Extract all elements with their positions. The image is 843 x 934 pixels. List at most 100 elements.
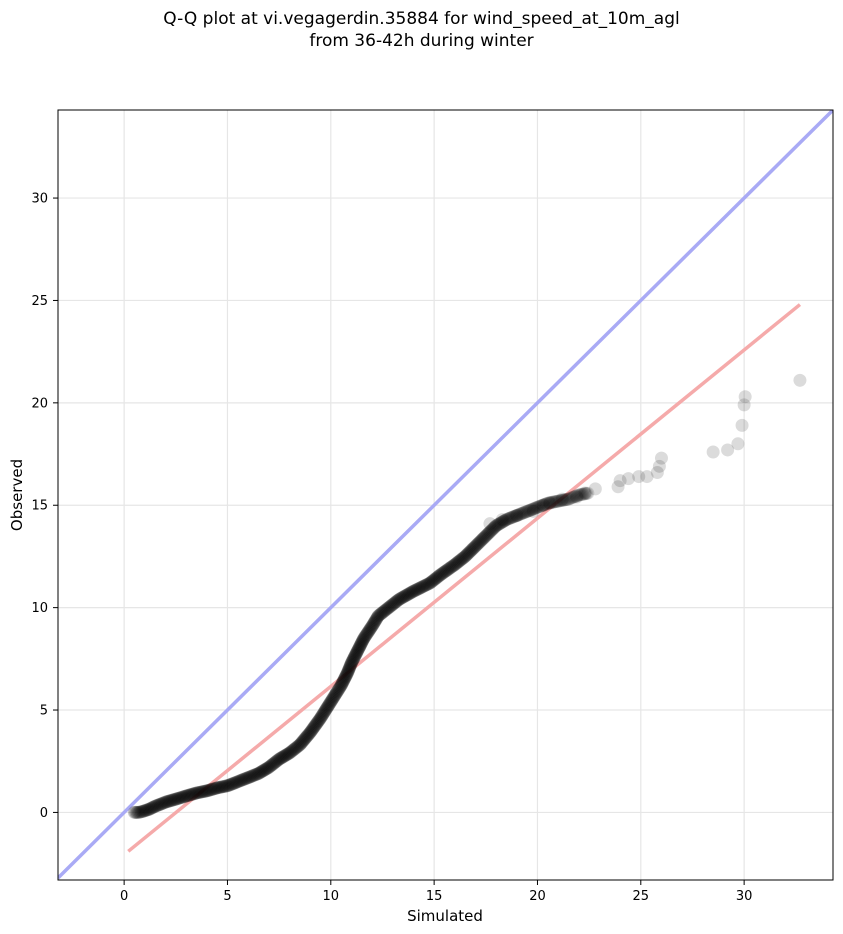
qq-point bbox=[262, 760, 276, 774]
qq-point bbox=[461, 546, 475, 560]
qq-point bbox=[196, 785, 210, 799]
plot-frame bbox=[57, 109, 834, 881]
qq-point bbox=[323, 696, 337, 710]
qq-point bbox=[213, 780, 227, 794]
qq-point bbox=[303, 726, 317, 740]
qq-point bbox=[215, 780, 229, 794]
qq-point bbox=[353, 639, 367, 653]
qq-point bbox=[332, 682, 346, 696]
qq-point bbox=[520, 504, 534, 518]
qq-point bbox=[297, 732, 311, 746]
qq-point bbox=[555, 492, 569, 506]
qq-point bbox=[162, 794, 176, 808]
qq-point bbox=[230, 775, 244, 789]
qq-point bbox=[537, 498, 551, 512]
qq-point bbox=[527, 502, 541, 516]
qq-point bbox=[306, 722, 320, 736]
qq-point bbox=[334, 678, 348, 692]
qq-point bbox=[439, 564, 453, 578]
qq-point bbox=[295, 736, 309, 750]
qq-point bbox=[515, 506, 529, 520]
qq-point bbox=[138, 804, 152, 818]
qq-point bbox=[186, 787, 200, 801]
qq-point bbox=[191, 786, 205, 800]
qq-point bbox=[228, 776, 242, 790]
qq-point bbox=[543, 496, 557, 510]
qq-point bbox=[173, 791, 187, 805]
qq-point bbox=[280, 747, 294, 761]
qq-point bbox=[227, 776, 241, 790]
qq-point bbox=[442, 562, 456, 576]
qq-point bbox=[208, 782, 222, 796]
x-tick-label: 10 bbox=[323, 889, 340, 904]
qq-point bbox=[460, 547, 474, 561]
qq-point bbox=[506, 510, 520, 524]
x-tick-label: 25 bbox=[633, 889, 650, 904]
qq-point bbox=[377, 604, 391, 618]
qq-point bbox=[386, 597, 400, 611]
qq-point bbox=[441, 563, 455, 577]
qq-point bbox=[569, 489, 583, 503]
qq-point bbox=[491, 517, 505, 531]
qq-point bbox=[490, 518, 504, 532]
qq-point bbox=[277, 749, 291, 763]
qq-point bbox=[419, 578, 433, 592]
qq-point bbox=[153, 797, 167, 811]
qq-point bbox=[363, 623, 377, 637]
qq-point bbox=[345, 655, 359, 669]
qq-point bbox=[484, 524, 498, 538]
qq-point bbox=[581, 486, 595, 500]
qq-point bbox=[251, 767, 265, 781]
qq-point bbox=[538, 497, 552, 511]
qq-point bbox=[528, 501, 542, 515]
qq-point bbox=[301, 728, 315, 742]
qq-point bbox=[437, 565, 451, 579]
qq-point bbox=[574, 487, 588, 501]
qq-point bbox=[555, 493, 569, 507]
qq-point bbox=[244, 770, 258, 784]
qq-point bbox=[507, 510, 521, 524]
qq-point bbox=[343, 658, 357, 672]
qq-point bbox=[405, 585, 419, 599]
qq-point bbox=[297, 733, 311, 747]
qq-point bbox=[379, 602, 393, 616]
qq-point bbox=[222, 778, 236, 792]
qq-point bbox=[353, 640, 367, 654]
qq-point bbox=[435, 567, 449, 581]
qq-point bbox=[189, 786, 203, 800]
qq-point bbox=[187, 787, 201, 801]
qq-point bbox=[445, 559, 459, 573]
fit-line bbox=[127, 303, 802, 853]
qq-point bbox=[333, 680, 347, 694]
qq-point bbox=[402, 587, 416, 601]
qq-point bbox=[523, 503, 537, 517]
qq-point bbox=[371, 610, 385, 624]
qq-point bbox=[477, 531, 491, 545]
qq-point bbox=[367, 617, 381, 631]
qq-point bbox=[482, 526, 496, 540]
qq-point bbox=[351, 644, 365, 658]
qq-point bbox=[231, 775, 245, 789]
qq-point bbox=[356, 633, 370, 647]
qq-point bbox=[397, 590, 411, 604]
qq-point bbox=[312, 714, 326, 728]
qq-point bbox=[361, 625, 375, 639]
qq-point bbox=[302, 727, 316, 741]
qq-point bbox=[304, 724, 318, 738]
qq-point bbox=[375, 606, 389, 620]
chart-title: Q-Q plot at vi.vegagerdin.35884 for wind… bbox=[0, 8, 843, 52]
qq-point bbox=[365, 619, 379, 633]
qq-point bbox=[505, 511, 519, 525]
qq-point bbox=[279, 748, 293, 762]
qq-point bbox=[317, 705, 331, 719]
qq-point bbox=[532, 500, 546, 514]
qq-point bbox=[556, 493, 570, 507]
qq-point bbox=[485, 523, 499, 537]
qq-point bbox=[483, 525, 497, 539]
qq-point bbox=[307, 720, 321, 734]
qq-point bbox=[481, 527, 495, 541]
qq-point bbox=[346, 652, 360, 666]
qq-point bbox=[328, 689, 342, 703]
qq-point bbox=[577, 487, 591, 501]
qq-point bbox=[346, 653, 360, 667]
